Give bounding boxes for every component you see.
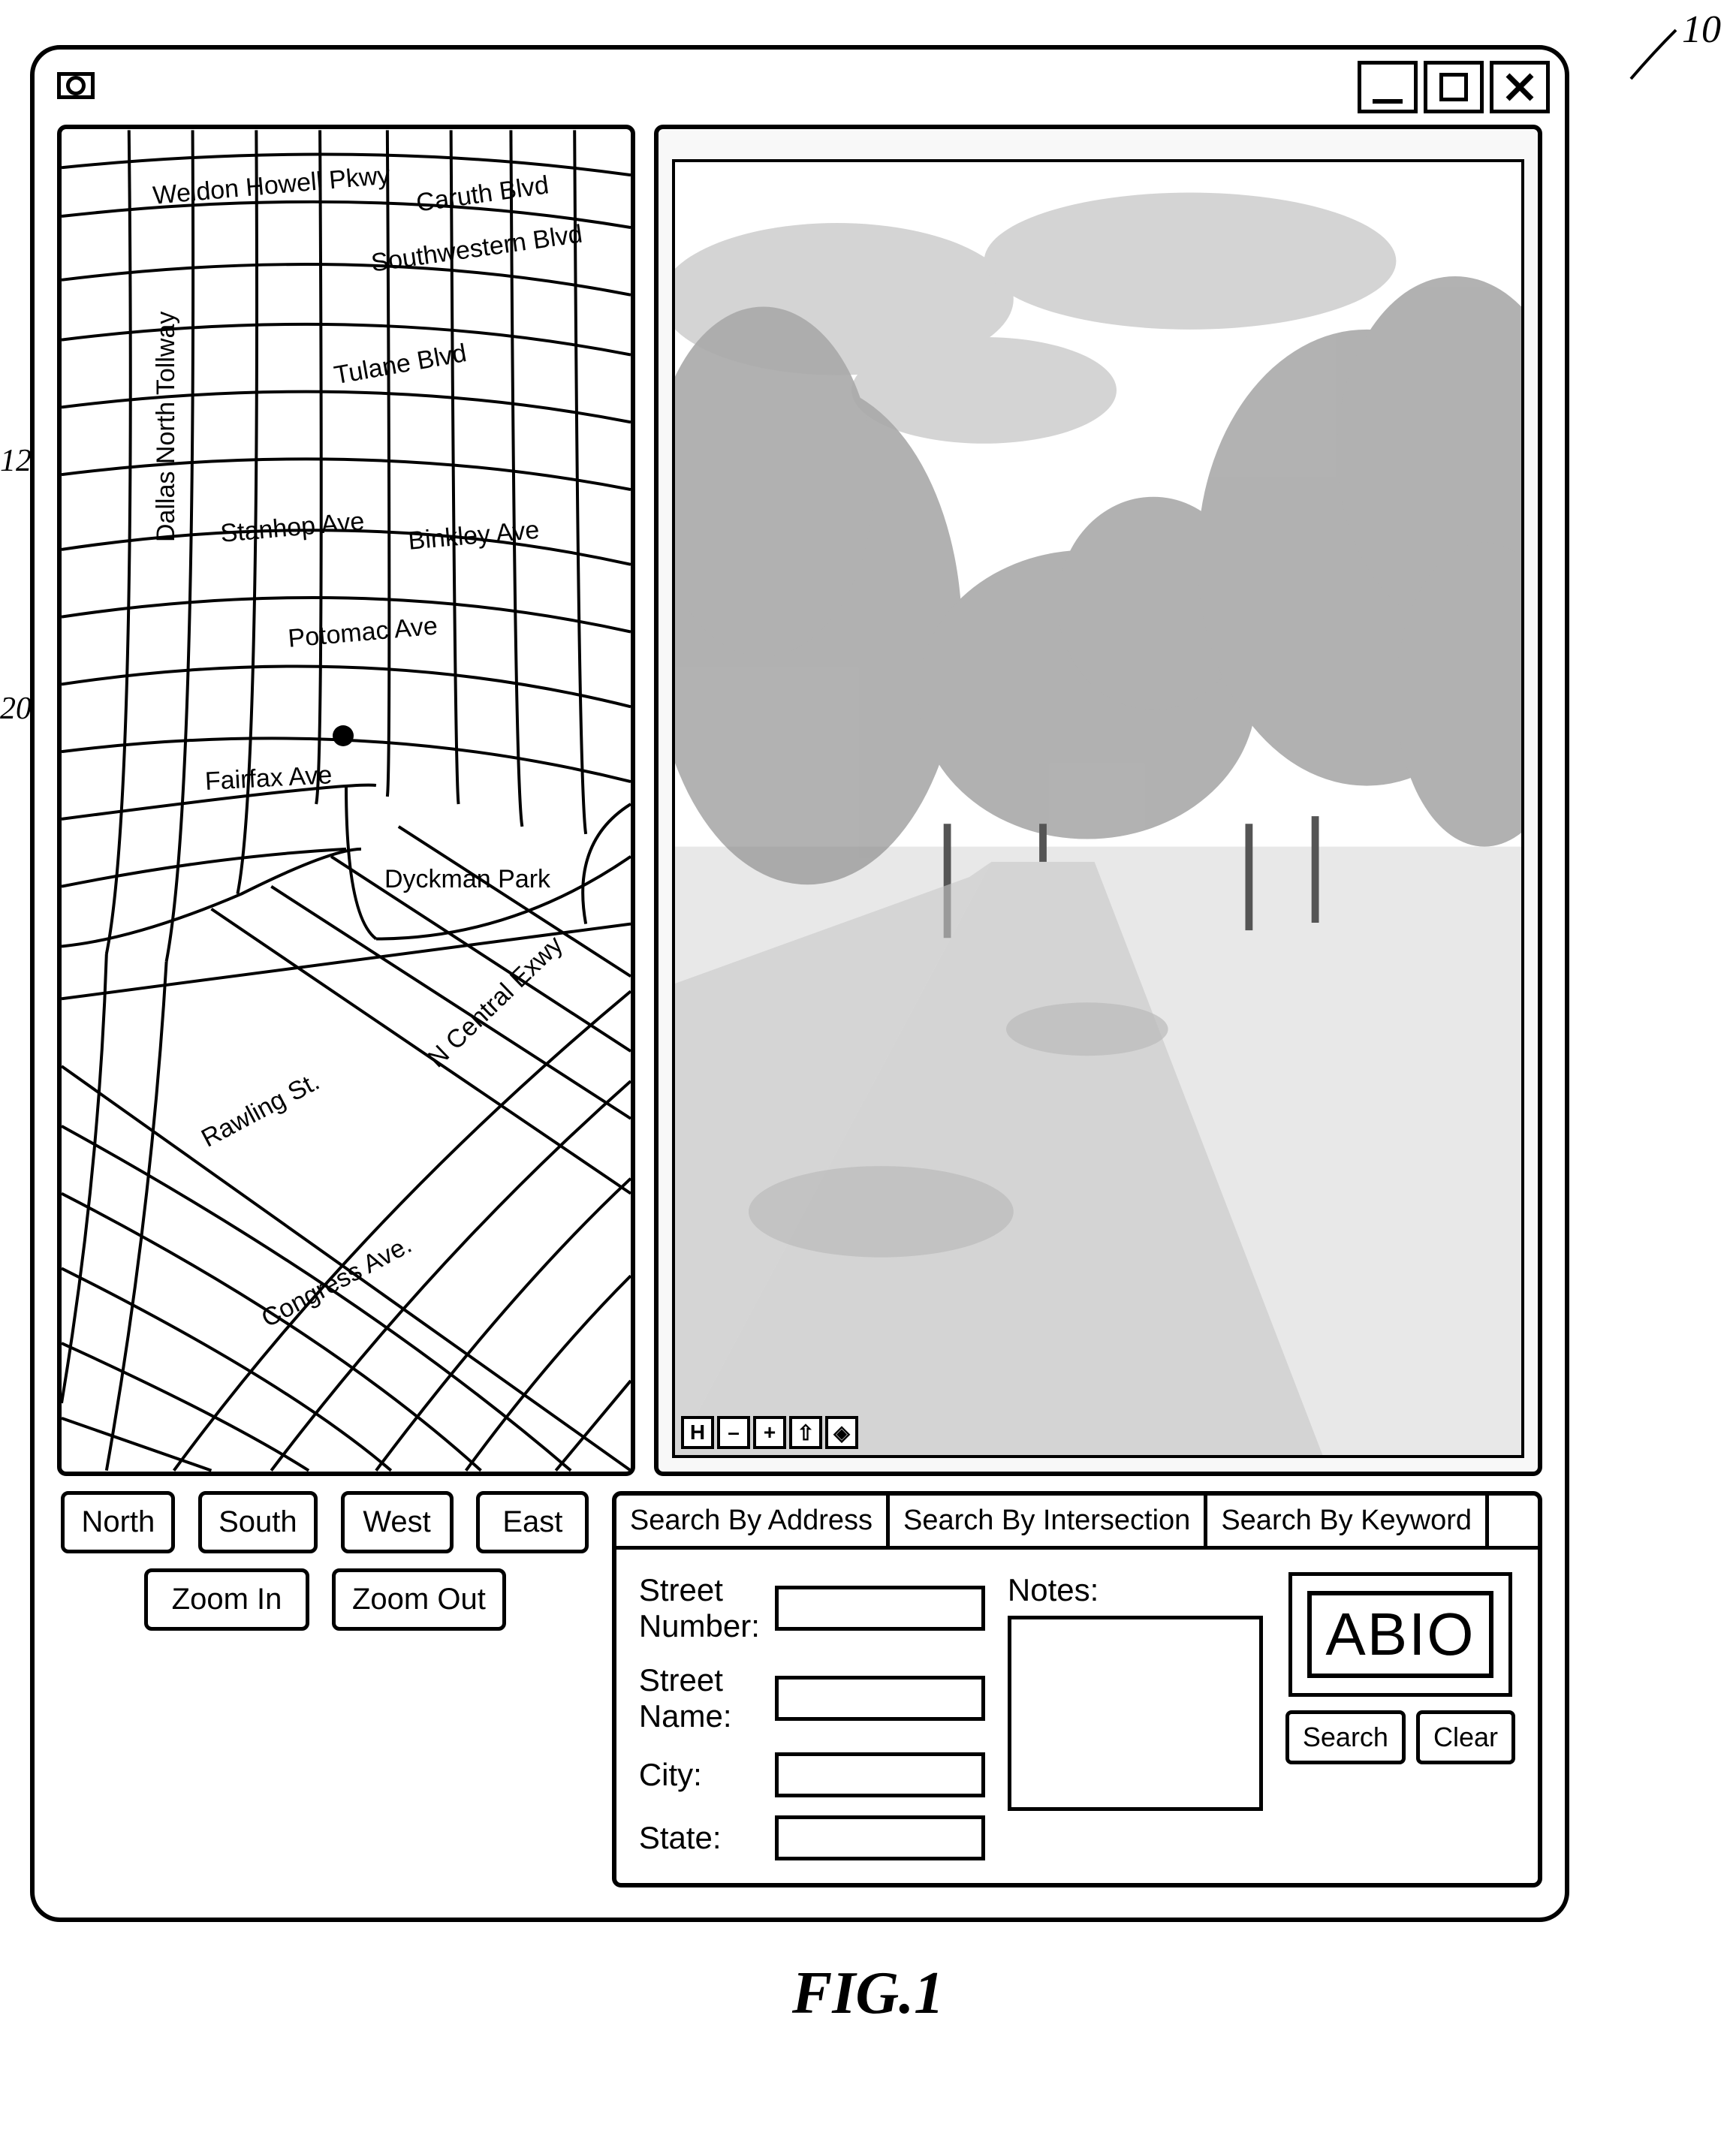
- input-street-number[interactable]: [775, 1586, 985, 1631]
- east-button[interactable]: East: [476, 1491, 589, 1553]
- address-form: Street Number: Street Name: City: State:: [639, 1572, 985, 1860]
- label-street-name: Street Name:: [639, 1662, 760, 1734]
- search-button[interactable]: Search: [1285, 1710, 1406, 1764]
- input-street-name[interactable]: [775, 1676, 985, 1721]
- zoom-out-button[interactable]: Zoom Out: [332, 1568, 506, 1631]
- map-panel[interactable]: Weldon Howell PkwyCaruth BlvdSouthwester…: [57, 125, 635, 1476]
- ref-12: 12: [0, 443, 32, 479]
- notes-input[interactable]: [1008, 1616, 1263, 1811]
- pc-btn-4[interactable]: ◈: [825, 1416, 858, 1449]
- content-area: Weldon Howell PkwyCaruth BlvdSouthwester…: [35, 125, 1565, 1918]
- pc-btn-2[interactable]: +: [753, 1416, 786, 1449]
- street-photo: [672, 159, 1524, 1458]
- tab-intersection[interactable]: Search By Intersection: [890, 1496, 1207, 1550]
- north-button[interactable]: North: [61, 1491, 175, 1553]
- input-state[interactable]: [775, 1815, 985, 1860]
- close-button[interactable]: [1490, 61, 1550, 113]
- label-city: City:: [639, 1757, 760, 1793]
- map-marker: [333, 725, 354, 746]
- pc-btn-3[interactable]: ⇧: [789, 1416, 822, 1449]
- pc-btn-1[interactable]: –: [717, 1416, 750, 1449]
- figure-caption: FIG.1: [30, 1960, 1706, 2028]
- app-window: Weldon Howell PkwyCaruth BlvdSouthwester…: [30, 45, 1569, 1922]
- search-panel: Search By Address Search By Intersection…: [612, 1491, 1542, 1887]
- photo-panel[interactable]: H – + ⇧ ◈: [654, 125, 1542, 1476]
- logo: ABIO: [1288, 1572, 1511, 1697]
- titlebar: [35, 50, 1565, 125]
- ref-10-leader: [1623, 15, 1691, 83]
- south-button[interactable]: South: [198, 1491, 318, 1553]
- minimize-button[interactable]: [1358, 61, 1418, 113]
- photo-controls: H – + ⇧ ◈: [681, 1416, 858, 1449]
- window-icon: [57, 72, 95, 99]
- tab-spacer: [1489, 1496, 1538, 1550]
- input-city[interactable]: [775, 1752, 985, 1797]
- tab-address[interactable]: Search By Address: [616, 1496, 890, 1550]
- tab-keyword[interactable]: Search By Keyword: [1207, 1496, 1489, 1550]
- pc-btn-0[interactable]: H: [681, 1416, 714, 1449]
- west-button[interactable]: West: [341, 1491, 454, 1553]
- clear-button[interactable]: Clear: [1416, 1710, 1515, 1764]
- map-controls: North South West East Zoom In Zoom Out: [57, 1491, 593, 1887]
- label-state: State:: [639, 1820, 760, 1856]
- street-label: Dallas North Tollway: [152, 312, 181, 542]
- logo-text: ABIO: [1307, 1591, 1493, 1678]
- label-street-number: Street Number:: [639, 1572, 760, 1644]
- maximize-button[interactable]: [1424, 61, 1484, 113]
- ref-20: 20: [0, 691, 32, 727]
- street-label: Dyckman Park: [384, 865, 550, 894]
- label-notes: Notes:: [1008, 1572, 1263, 1608]
- zoom-in-button[interactable]: Zoom In: [144, 1568, 309, 1631]
